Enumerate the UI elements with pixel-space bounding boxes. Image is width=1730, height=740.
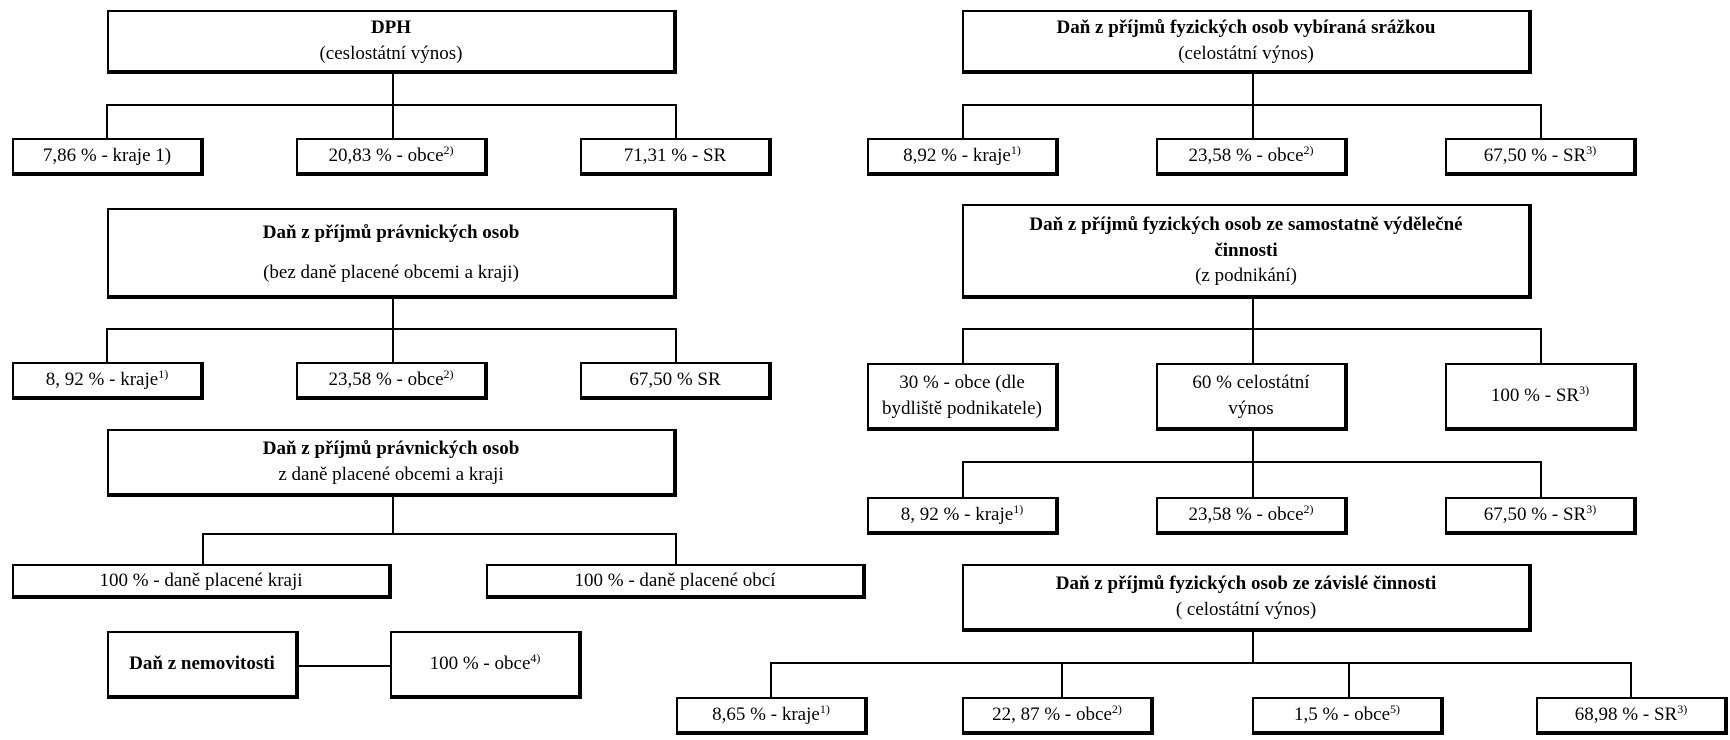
connector <box>962 328 964 365</box>
connector <box>392 74 394 105</box>
dpfo-zavisla-title: Daň z příjmů fyzických osob ze závislé č… <box>1055 573 1437 595</box>
connector <box>106 328 108 364</box>
dpfo-podnikani-header-box: Daň z příjmů fyzických osob ze samostatn… <box>962 204 1532 299</box>
connector <box>962 104 964 140</box>
dpfo-srazka-share-kraje: 8,92 % - kraje1) <box>867 138 1059 176</box>
dpfo-srazka-share-sr: 67,50 % - SR3) <box>1445 138 1637 176</box>
connector <box>106 328 677 330</box>
dppo-obce-kraje-header-box: Daň z příjmů právnických osob z daně pla… <box>107 429 677 497</box>
connector <box>1540 461 1542 499</box>
connector <box>392 328 394 364</box>
connector <box>392 299 394 329</box>
connector <box>1252 299 1254 329</box>
dppo-obce-kraje-subtitle: z daně placené obcemi a kraji <box>278 464 504 485</box>
dppo-header-box: Daň z příjmů právnických osob (bez daně … <box>107 208 677 299</box>
connector <box>202 533 677 535</box>
connector <box>392 497 394 534</box>
nemovitosti-share-obce: 100 % - obce4) <box>390 631 582 699</box>
dpfo-zavisla-share-kraje: 8,65 % - kraje1) <box>676 697 868 735</box>
connector <box>675 328 677 364</box>
dpfo-podnikani-title: činnosti <box>1214 239 1278 261</box>
dpfo-podnikani-share-obce-bydliste: 30 % - obce (dle bydliště podnikatele) <box>867 363 1059 431</box>
dph-subtitle: (ceslostátní výnos) <box>319 43 463 64</box>
dpfo-podnikani-share-sr: 100 % - SR3) <box>1445 363 1637 431</box>
connector <box>1540 104 1542 140</box>
connector <box>106 104 677 106</box>
dppo-share-placene-obci: 100 % - daně placené obcí <box>486 564 866 599</box>
dpfo-podnikani-share-kraje: 8, 92 % - kraje1) <box>867 497 1059 535</box>
dph-share-kraje: 7,86 % - kraje 1) <box>12 138 204 176</box>
connector <box>106 104 108 140</box>
connector <box>1252 632 1254 663</box>
connector <box>770 662 772 699</box>
nemovitosti-box: Daň z nemovitosti <box>107 631 299 699</box>
dpfo-zavisla-share-sr: 68,98 % - SR3) <box>1536 697 1728 735</box>
connector <box>202 533 204 566</box>
connector <box>1630 662 1632 699</box>
dppo-share-placene-kraji: 100 % - daně placené kraji <box>12 564 392 599</box>
connector <box>392 104 394 140</box>
dpfo-podnikani-title: Daň z příjmů fyzických osob ze samostatn… <box>1029 214 1463 236</box>
connector <box>299 665 390 667</box>
dppo-share-obce: 23,58 % - obce2) <box>296 362 488 400</box>
dpfo-srazka-title: Daň z příjmů fyzických osob vybíraná srá… <box>1056 17 1436 39</box>
connector <box>962 461 964 499</box>
connector <box>1252 328 1254 365</box>
dppo-title: Daň z příjmů právnických osob <box>262 221 520 243</box>
connector <box>1061 662 1063 699</box>
connector <box>1252 74 1254 105</box>
dpfo-zavisla-share-obce: 22, 87 % - obce2) <box>962 697 1154 735</box>
dph-header-box: DPH (ceslostátní výnos) <box>107 10 677 74</box>
dpfo-zavisla-share-obce-2: 1,5 % - obce5) <box>1252 697 1444 735</box>
dppo-share-sr: 67,50 % SR <box>580 362 772 400</box>
dpfo-srazka-share-obce: 23,58 % - obce2) <box>1156 138 1348 176</box>
dpfo-zavisla-subtitle: ( celostátní výnos) <box>1175 599 1317 620</box>
connector <box>675 104 677 140</box>
nemovitosti-title: Daň z nemovitosti <box>129 653 275 675</box>
connector <box>1348 662 1350 699</box>
connector <box>1252 431 1254 462</box>
dpfo-podnikani-share-obce: 23,58 % - obce2) <box>1156 497 1348 535</box>
dpfo-podnikani-share-celostatni: 60 % celostátní výnos <box>1156 363 1348 431</box>
dpfo-srazka-header-box: Daň z příjmů fyzických osob vybíraná srá… <box>962 10 1532 74</box>
dph-share-sr: 71,31 % - SR <box>580 138 772 176</box>
dpfo-zavisla-header-box: Daň z příjmů fyzických osob ze závislé č… <box>962 564 1532 632</box>
dpfo-podnikani-share-sr-final: 67,50 % - SR3) <box>1445 497 1637 535</box>
connector <box>1252 461 1254 499</box>
dppo-obce-kraje-title: Daň z příjmů právnických osob <box>262 438 520 460</box>
connector <box>770 662 1632 664</box>
dppo-share-kraje: 8, 92 % - kraje1) <box>12 362 204 400</box>
connector <box>675 533 677 566</box>
dph-title: DPH <box>370 17 412 39</box>
dpfo-podnikani-subtitle: (z podnikání) <box>1195 265 1297 287</box>
dph-share-obce: 20,83 % - obce2) <box>296 138 488 176</box>
connector <box>1252 104 1254 140</box>
dpfo-srazka-subtitle: (celostátní výnos) <box>1178 43 1314 64</box>
dppo-subtitle: (bez daně placené obcemi a kraji) <box>263 261 519 283</box>
connector <box>1540 328 1542 365</box>
